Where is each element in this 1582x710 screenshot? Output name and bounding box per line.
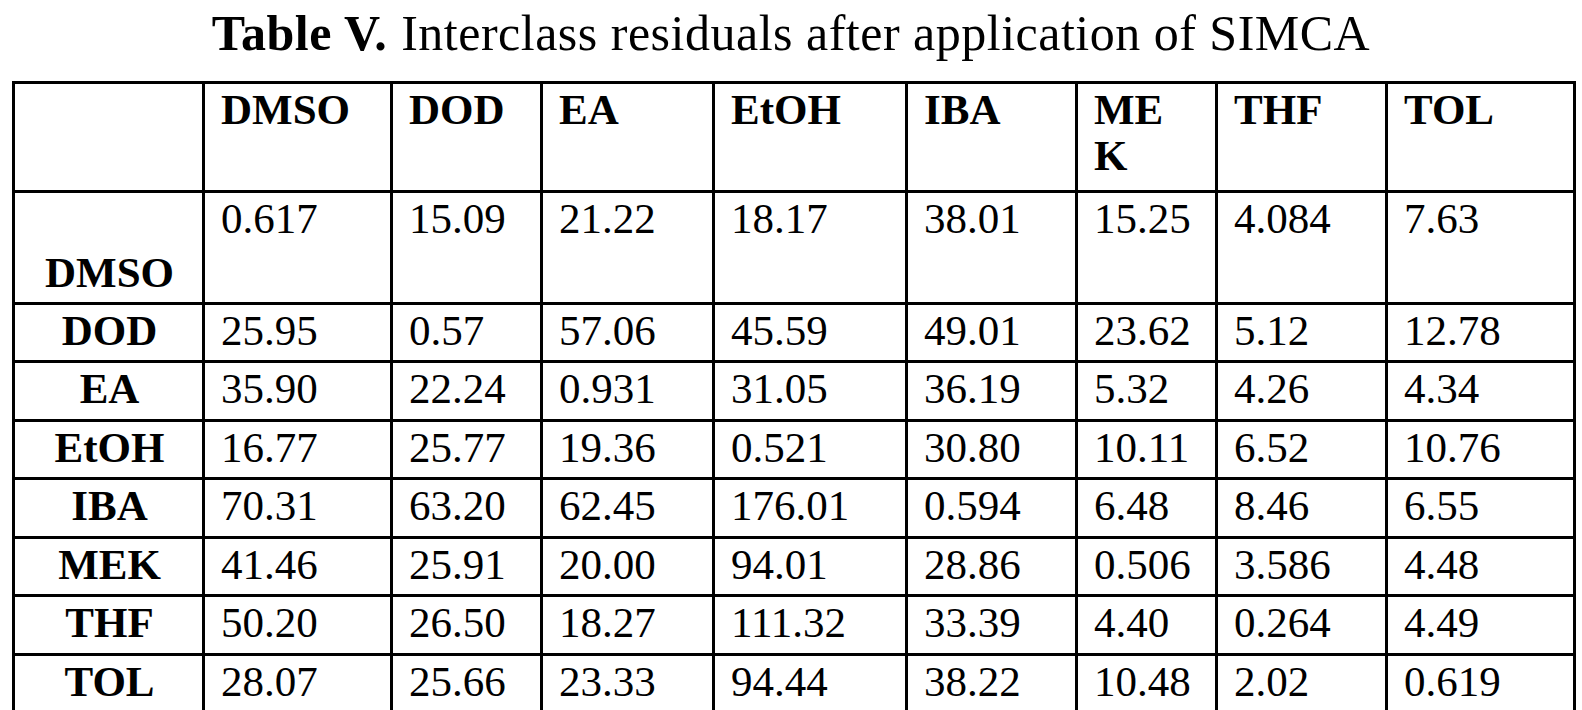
data-cell: 0.617 <box>204 192 392 304</box>
data-cell: 10.48 <box>1077 654 1217 710</box>
column-header: DMSO <box>204 83 392 192</box>
data-cell: 0.264 <box>1217 596 1387 654</box>
data-cell: 26.50 <box>392 596 542 654</box>
row-header: EA <box>14 362 204 420</box>
data-cell: 33.39 <box>907 596 1077 654</box>
data-cell: 28.86 <box>907 537 1077 595</box>
corner-cell <box>14 83 204 192</box>
column-header: EtOH <box>714 83 907 192</box>
data-cell: 4.26 <box>1217 362 1387 420</box>
data-cell: 19.36 <box>542 420 714 478</box>
table-row: DOD25.950.5757.0645.5949.0123.625.1212.7… <box>14 304 1575 362</box>
data-cell: 6.52 <box>1217 420 1387 478</box>
data-cell: 94.44 <box>714 654 907 710</box>
data-cell: 16.77 <box>204 420 392 478</box>
data-cell: 0.521 <box>714 420 907 478</box>
column-header: ME K <box>1077 83 1217 192</box>
data-cell: 25.77 <box>392 420 542 478</box>
data-cell: 63.20 <box>392 479 542 537</box>
data-cell: 31.05 <box>714 362 907 420</box>
data-cell: 23.33 <box>542 654 714 710</box>
data-cell: 4.40 <box>1077 596 1217 654</box>
data-cell: 45.59 <box>714 304 907 362</box>
data-cell: 10.11 <box>1077 420 1217 478</box>
table-row: DMSO0.61715.0921.2218.1738.0115.254.0847… <box>14 192 1575 304</box>
data-cell: 70.31 <box>204 479 392 537</box>
data-cell: 176.01 <box>714 479 907 537</box>
data-cell: 4.49 <box>1387 596 1575 654</box>
data-cell: 38.22 <box>907 654 1077 710</box>
data-cell: 21.22 <box>542 192 714 304</box>
scanned-page: Table V.Interclass residuals after appli… <box>0 6 1582 710</box>
table-body: DMSO0.61715.0921.2218.1738.0115.254.0847… <box>14 192 1575 710</box>
data-cell: 4.34 <box>1387 362 1575 420</box>
data-cell: 12.78 <box>1387 304 1575 362</box>
data-cell: 0.594 <box>907 479 1077 537</box>
table-caption-number: Table V. <box>212 5 387 61</box>
data-cell: 62.45 <box>542 479 714 537</box>
column-header: DOD <box>392 83 542 192</box>
data-cell: 20.00 <box>542 537 714 595</box>
data-cell: 8.46 <box>1217 479 1387 537</box>
table-header-row: DMSODODEAEtOHIBAME KTHFTOL <box>14 83 1575 192</box>
data-cell: 49.01 <box>907 304 1077 362</box>
data-cell: 15.25 <box>1077 192 1217 304</box>
data-cell: 35.90 <box>204 362 392 420</box>
data-cell: 15.09 <box>392 192 542 304</box>
data-cell: 5.12 <box>1217 304 1387 362</box>
column-header: THF <box>1217 83 1387 192</box>
table-row: TOL28.0725.6623.3394.4438.2210.482.020.6… <box>14 654 1575 710</box>
data-cell: 18.17 <box>714 192 907 304</box>
row-header: MEK <box>14 537 204 595</box>
table-caption: Table V.Interclass residuals after appli… <box>0 6 1582 61</box>
row-header: DOD <box>14 304 204 362</box>
data-cell: 0.57 <box>392 304 542 362</box>
column-header: TOL <box>1387 83 1575 192</box>
row-header: IBA <box>14 479 204 537</box>
data-cell: 0.931 <box>542 362 714 420</box>
data-cell: 18.27 <box>542 596 714 654</box>
data-cell: 111.32 <box>714 596 907 654</box>
data-cell: 6.55 <box>1387 479 1575 537</box>
row-header: THF <box>14 596 204 654</box>
data-cell: 36.19 <box>907 362 1077 420</box>
data-cell: 25.91 <box>392 537 542 595</box>
data-cell: 0.506 <box>1077 537 1217 595</box>
table-caption-text: Interclass residuals after application o… <box>401 5 1370 61</box>
column-header: EA <box>542 83 714 192</box>
data-cell: 25.95 <box>204 304 392 362</box>
data-cell: 41.46 <box>204 537 392 595</box>
table-row: THF50.2026.5018.27111.3233.394.400.2644.… <box>14 596 1575 654</box>
data-cell: 25.66 <box>392 654 542 710</box>
row-header: TOL <box>14 654 204 710</box>
data-cell: 2.02 <box>1217 654 1387 710</box>
data-cell: 57.06 <box>542 304 714 362</box>
row-header: DMSO <box>14 192 204 304</box>
row-header: EtOH <box>14 420 204 478</box>
table-row: EA35.9022.240.93131.0536.195.324.264.34 <box>14 362 1575 420</box>
data-cell: 23.62 <box>1077 304 1217 362</box>
data-cell: 10.76 <box>1387 420 1575 478</box>
data-cell: 38.01 <box>907 192 1077 304</box>
table-row: EtOH16.7725.7719.360.52130.8010.116.5210… <box>14 420 1575 478</box>
data-cell: 30.80 <box>907 420 1077 478</box>
data-cell: 7.63 <box>1387 192 1575 304</box>
data-cell: 94.01 <box>714 537 907 595</box>
data-cell: 0.619 <box>1387 654 1575 710</box>
table-row: MEK41.4625.9120.0094.0128.860.5063.5864.… <box>14 537 1575 595</box>
data-cell: 4.084 <box>1217 192 1387 304</box>
data-cell: 28.07 <box>204 654 392 710</box>
column-header: IBA <box>907 83 1077 192</box>
data-cell: 3.586 <box>1217 537 1387 595</box>
data-cell: 50.20 <box>204 596 392 654</box>
data-cell: 5.32 <box>1077 362 1217 420</box>
data-cell: 6.48 <box>1077 479 1217 537</box>
data-cell: 4.48 <box>1387 537 1575 595</box>
table-row: IBA70.3163.2062.45176.010.5946.488.466.5… <box>14 479 1575 537</box>
interclass-residuals-table: DMSODODEAEtOHIBAME KTHFTOL DMSO0.61715.0… <box>12 81 1576 710</box>
data-cell: 22.24 <box>392 362 542 420</box>
